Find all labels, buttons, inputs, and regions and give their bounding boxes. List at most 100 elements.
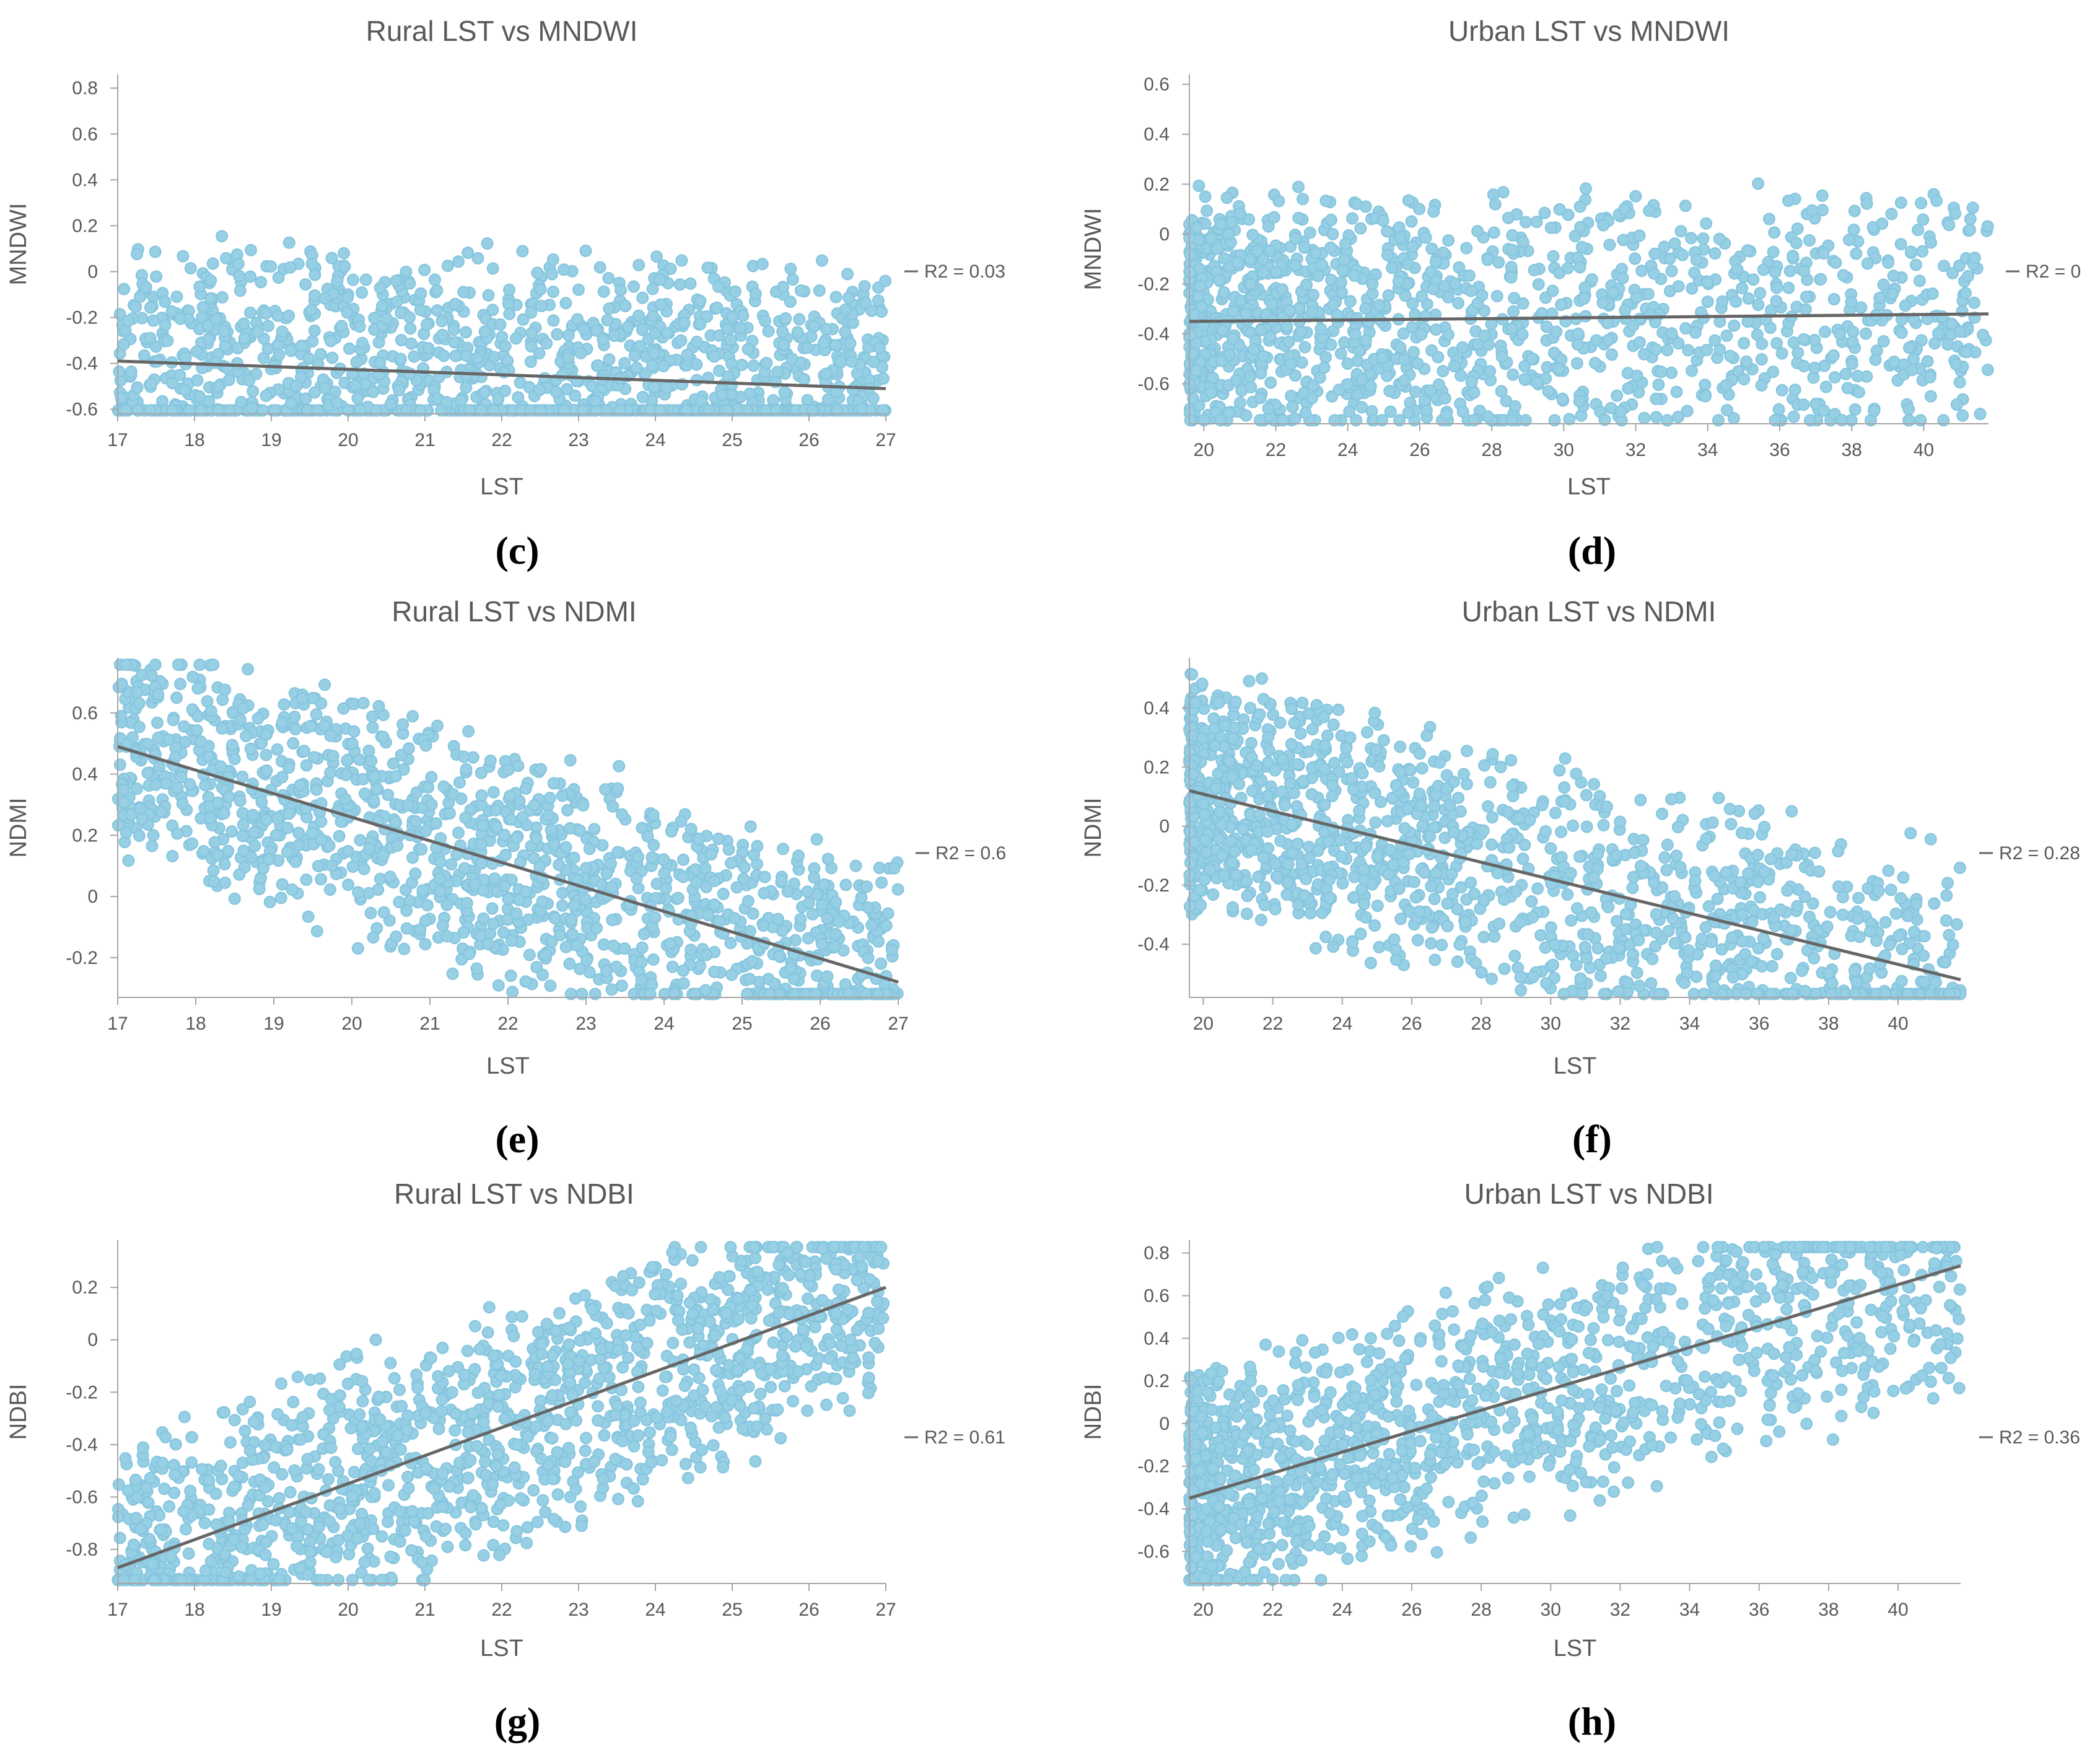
scatter-point	[693, 833, 706, 846]
scatter-point	[1580, 182, 1592, 195]
scatter-point	[341, 754, 354, 767]
scatter-point	[177, 250, 190, 263]
scatter-point	[1425, 937, 1438, 950]
scatter-point	[1324, 213, 1337, 226]
scatter-point	[1630, 369, 1643, 382]
scatter-point	[530, 831, 543, 844]
scatter-point	[1603, 239, 1616, 252]
scatter-point	[1227, 332, 1239, 345]
scatter-point	[376, 300, 388, 312]
scatter-point	[282, 236, 295, 249]
scatter-point	[257, 862, 269, 875]
scatter-point	[877, 372, 890, 385]
scatter-point	[504, 813, 517, 826]
scatter-point	[1876, 217, 1889, 230]
scatter-point	[341, 306, 354, 319]
scatter-point	[1355, 401, 1368, 414]
scatter-point	[792, 849, 805, 862]
scatter-point	[1572, 327, 1585, 340]
scatter-point	[212, 380, 225, 393]
scatter-point	[447, 788, 460, 801]
scatter-point	[860, 880, 873, 893]
scatter-point	[289, 722, 302, 735]
scatter-point	[284, 344, 297, 357]
scatter-point	[1966, 201, 1979, 214]
scatter-point	[1286, 400, 1299, 413]
scatter-point	[665, 825, 678, 838]
scatter-point	[678, 317, 691, 330]
scatter-point	[310, 783, 323, 796]
scatter-point	[632, 851, 645, 864]
scatter-point	[310, 708, 323, 721]
scatter-point	[1668, 237, 1681, 250]
scatter-point	[1622, 382, 1635, 395]
scatter-point	[821, 852, 834, 865]
scatter-point	[326, 750, 339, 763]
scatter-point	[700, 948, 713, 961]
scatter-point	[133, 697, 146, 710]
scatter-point	[234, 714, 247, 727]
x-tick-label: 22	[1266, 440, 1286, 460]
scatter-point	[443, 807, 456, 820]
scatter-point	[1670, 849, 1683, 862]
scatter-point	[645, 851, 658, 864]
y-tick-label: -0.6	[1137, 374, 1170, 395]
scatter-point	[1602, 333, 1615, 346]
scatter-point	[172, 659, 185, 671]
scatter-point	[1578, 281, 1591, 294]
scatter-point	[1768, 226, 1781, 239]
scatter-point	[1359, 334, 1372, 347]
scatter-point	[237, 317, 250, 330]
scatter-point	[1505, 261, 1518, 274]
scatter-point	[547, 286, 559, 298]
scatter-point	[144, 301, 157, 314]
scatter-point	[1471, 225, 1484, 238]
scatter-point	[821, 970, 834, 983]
scatter-point	[1526, 352, 1539, 365]
scatter-point	[310, 925, 323, 938]
scatter-point	[1574, 221, 1587, 234]
y-tick-label: 0.8	[72, 78, 98, 99]
scatter-point	[844, 337, 857, 350]
scatter-point	[834, 356, 847, 369]
scatter-point	[1747, 273, 1760, 286]
scatter-point	[1755, 379, 1768, 392]
scatter-point	[167, 714, 180, 727]
scatter-point	[218, 857, 231, 870]
scatter-point	[351, 392, 364, 405]
scatter-point	[1617, 234, 1630, 247]
scatter-point	[1244, 253, 1257, 266]
scatter-point	[240, 730, 253, 742]
scatter-point	[1506, 243, 1519, 256]
scatter-point	[567, 851, 580, 864]
scatter-point	[1218, 252, 1231, 265]
scatter-point	[784, 296, 797, 308]
scatter-point	[502, 893, 515, 906]
scatter-point	[660, 382, 673, 395]
scatter-point	[231, 342, 244, 355]
x-axis-label: LST	[1567, 474, 1611, 500]
scatter-point	[1538, 206, 1551, 219]
scatter-point	[251, 325, 264, 338]
scatter-point	[815, 898, 828, 911]
scatter-point	[1960, 346, 1973, 359]
scatter-point	[1956, 409, 1969, 422]
scatter-point	[120, 659, 133, 671]
scatter-point	[543, 792, 556, 805]
scatter-point	[191, 374, 204, 387]
scatter-point	[1243, 675, 1256, 688]
scatter-point	[767, 394, 780, 407]
scatter-point	[510, 332, 522, 345]
scatter-point	[118, 796, 131, 809]
scatter-point	[724, 333, 737, 346]
scatter-point	[1580, 789, 1593, 802]
scatter-point	[1968, 296, 1980, 309]
scatter-point	[1799, 303, 1812, 316]
scatter-point	[1652, 379, 1665, 391]
scatter-point	[1968, 252, 1981, 265]
scatter-point	[708, 965, 720, 978]
scatter-point	[858, 280, 871, 293]
scatter-point	[1402, 194, 1415, 207]
scatter-point	[1754, 287, 1767, 300]
scatter-point	[217, 325, 230, 338]
